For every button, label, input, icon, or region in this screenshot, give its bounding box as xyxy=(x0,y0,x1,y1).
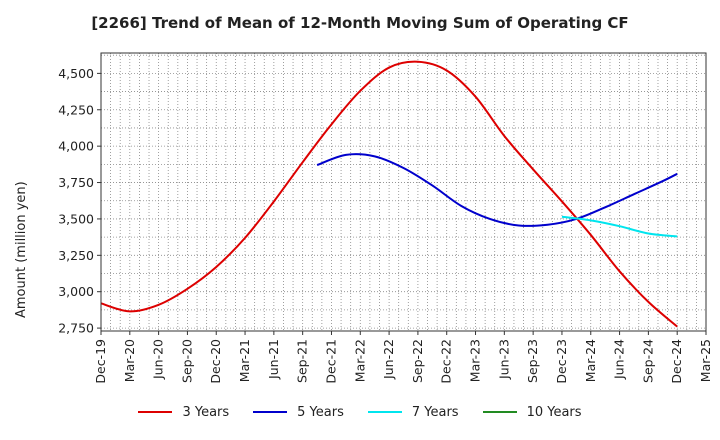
legend-swatch xyxy=(138,410,173,413)
legend-label: 5 Years xyxy=(297,405,344,420)
x-tick-label: Dec-23 xyxy=(554,339,569,384)
plot-frame xyxy=(100,52,707,332)
y-tick-label: 4,000 xyxy=(58,139,94,154)
x-tick-label: Sep-24 xyxy=(640,339,655,383)
legend-item: 3 Years xyxy=(138,405,229,420)
legend-swatch xyxy=(367,410,402,413)
y-tick-label: 3,500 xyxy=(58,211,94,226)
x-tick-label: Mar-25 xyxy=(698,339,713,382)
legend-label: 10 Years xyxy=(526,405,582,420)
x-tick-label: Sep-20 xyxy=(179,339,194,383)
x-tick-label: Sep-21 xyxy=(295,339,310,383)
x-tick-label: Dec-20 xyxy=(208,339,223,384)
legend-swatch xyxy=(253,410,288,413)
x-tick-label: Jun-24 xyxy=(612,339,627,380)
x-tick-label: Dec-19 xyxy=(93,339,108,384)
legend-label: 7 Years xyxy=(411,405,459,420)
series-line-7-years xyxy=(561,215,678,238)
x-tick-label: Mar-20 xyxy=(122,339,137,382)
x-tick-label: Dec-22 xyxy=(439,339,454,384)
x-tick-label: Mar-23 xyxy=(468,339,483,382)
y-tick-label: 4,500 xyxy=(58,66,94,81)
y-tick-label: 4,250 xyxy=(58,102,94,117)
x-tick-label: Mar-24 xyxy=(583,339,598,382)
x-tick-label: Sep-23 xyxy=(525,339,540,383)
x-tick-label: Sep-22 xyxy=(410,339,425,383)
chart-title: [2266] Trend of Mean of 12-Month Moving … xyxy=(91,14,629,32)
y-tick-label: 3,750 xyxy=(58,175,94,190)
series-line-5-years xyxy=(316,153,678,227)
x-tick-label: Jun-21 xyxy=(266,339,281,380)
legend: 3 Years 5 Years 7 Years 10 Years xyxy=(0,405,720,420)
legend-item: 7 Years xyxy=(367,405,459,420)
legend-swatch xyxy=(482,410,517,413)
series-line-3-years xyxy=(100,60,678,328)
x-tick-label: Dec-21 xyxy=(323,339,338,384)
x-tick-label: Mar-22 xyxy=(352,339,367,382)
y-tick-label: 3,250 xyxy=(58,248,94,263)
x-tick-label: Jun-22 xyxy=(381,339,396,380)
x-tick-label: Mar-21 xyxy=(237,339,252,382)
legend-item: 10 Years xyxy=(482,405,582,420)
x-tick-label: Jun-20 xyxy=(151,339,166,380)
x-tick-label: Dec-24 xyxy=(669,339,684,384)
legend-label: 3 Years xyxy=(182,405,230,420)
legend-item: 5 Years xyxy=(253,405,344,420)
y-tick-label: 2,750 xyxy=(58,321,94,336)
x-tick-label: Jun-23 xyxy=(496,339,511,380)
y-tick-label: 3,000 xyxy=(58,284,94,299)
